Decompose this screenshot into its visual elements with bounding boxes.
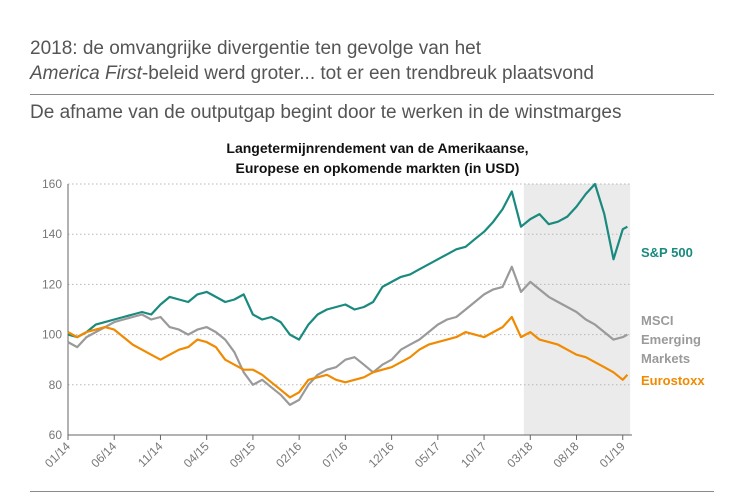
- x-tick-label: 09/15: [227, 439, 258, 470]
- chart-title-line2: Europese en opkomende markten (in USD): [235, 160, 520, 176]
- x-tick-label: 10/17: [458, 439, 489, 470]
- bottom-divider: [30, 491, 714, 492]
- x-tick-label: 02/16: [273, 439, 304, 470]
- headline: 2018: de omvangrijke divergentie ten gev…: [30, 36, 730, 86]
- y-tick-label: 120: [42, 277, 62, 291]
- x-tick-label: 08/18: [551, 439, 582, 470]
- y-tick-label: 140: [42, 227, 62, 241]
- series-line-0: [67, 182, 628, 341]
- series-line-2: [67, 315, 629, 399]
- top-divider: [30, 94, 714, 95]
- series-label: Markets: [641, 351, 690, 366]
- headline-line1: 2018: de omvangrijke divergentie ten gev…: [30, 38, 482, 59]
- series-label: S&P 500: [641, 245, 693, 260]
- series-label: Eurostoxx: [641, 373, 705, 388]
- series-line-1: [67, 265, 628, 406]
- y-tick-label: 80: [49, 378, 63, 392]
- x-tick-label: 06/14: [88, 439, 119, 470]
- x-tick-label: 12/16: [366, 439, 397, 470]
- chart-title-line1: Langetermijnrendement van de Amerikaanse…: [226, 140, 529, 156]
- headline-line2-rest: -beleid werd groter... tot er een trendb…: [141, 63, 594, 84]
- y-tick-label: 60: [49, 428, 63, 442]
- headline-line2-italic: America First: [30, 63, 142, 84]
- x-tick-label: 05/17: [412, 439, 443, 470]
- x-tick-label: 01/14: [42, 439, 73, 470]
- x-tick-label: 11/14: [135, 439, 166, 470]
- subheadline: De afname van de outputgap begint door t…: [30, 102, 622, 123]
- y-tick-label: 100: [42, 328, 62, 342]
- series-label: MSCI: [641, 313, 674, 328]
- x-tick-label: 07/16: [319, 439, 350, 470]
- x-tick-label: 04/15: [181, 439, 212, 470]
- y-tick-label: 160: [42, 177, 62, 191]
- shaded-region: [523, 184, 631, 435]
- series-label: Emerging: [641, 332, 701, 347]
- x-tick-label: 03/18: [504, 439, 535, 470]
- x-tick-label: 01/19: [597, 439, 628, 470]
